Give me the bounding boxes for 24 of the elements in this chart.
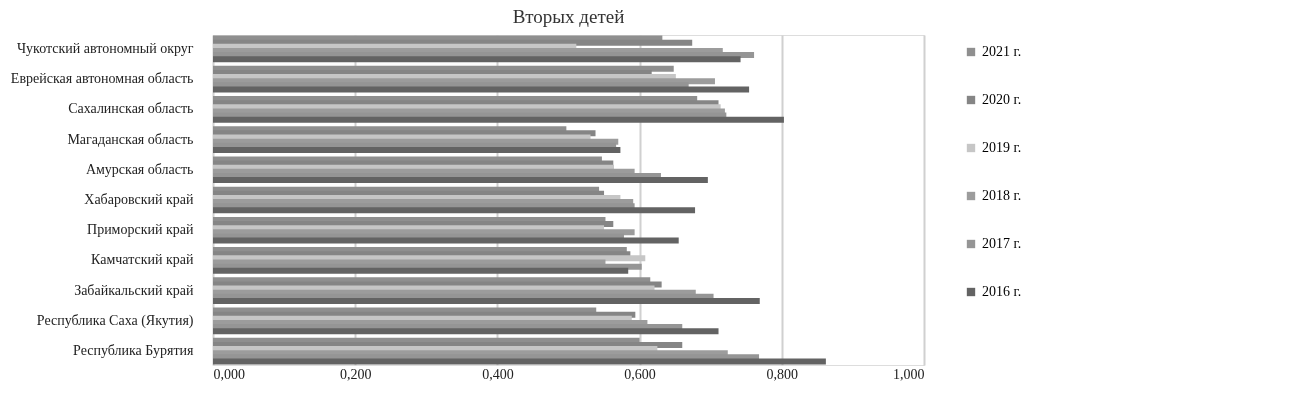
y-tick-label: Магаданская область bbox=[67, 131, 194, 147]
y-tick-label: Приморский край bbox=[87, 222, 194, 238]
y-tick-label: Амурская область bbox=[85, 161, 194, 177]
x-tick-label: 0,000 bbox=[213, 366, 245, 382]
legend-label: 2018 г. bbox=[982, 188, 1022, 203]
legend-label: 2020 г. bbox=[982, 92, 1022, 107]
legend-label: 2021 г. bbox=[982, 44, 1022, 59]
y-tick-label: Еврейская автономная область bbox=[10, 71, 194, 87]
x-tick-label: 1,000 bbox=[893, 366, 925, 382]
y-tick-label: Сахалинская область bbox=[68, 101, 194, 117]
x-tick-label: 0,200 bbox=[339, 366, 372, 382]
x-tick-label: 0,600 bbox=[624, 366, 656, 382]
y-tick-label: Республика Бурятия bbox=[73, 343, 195, 359]
y-tick-label: Забайкальский край bbox=[74, 282, 194, 298]
y-tick-label: Камчатский край bbox=[91, 252, 194, 268]
legend-label: 2017 г. bbox=[982, 236, 1022, 251]
y-tick-label: Республика Саха (Якутия) bbox=[36, 312, 194, 329]
legend-label: 2016 г. bbox=[982, 284, 1022, 299]
y-tick-label: Чукотский автономный округ bbox=[16, 40, 194, 56]
x-tick-label: 0,400 bbox=[482, 366, 514, 382]
chart-title: Вторых детей bbox=[512, 6, 625, 27]
legend-label: 2019 г. bbox=[982, 140, 1022, 155]
x-tick-label: 0,800 bbox=[766, 366, 799, 382]
y-tick-label: Хабаровский край bbox=[84, 192, 194, 207]
